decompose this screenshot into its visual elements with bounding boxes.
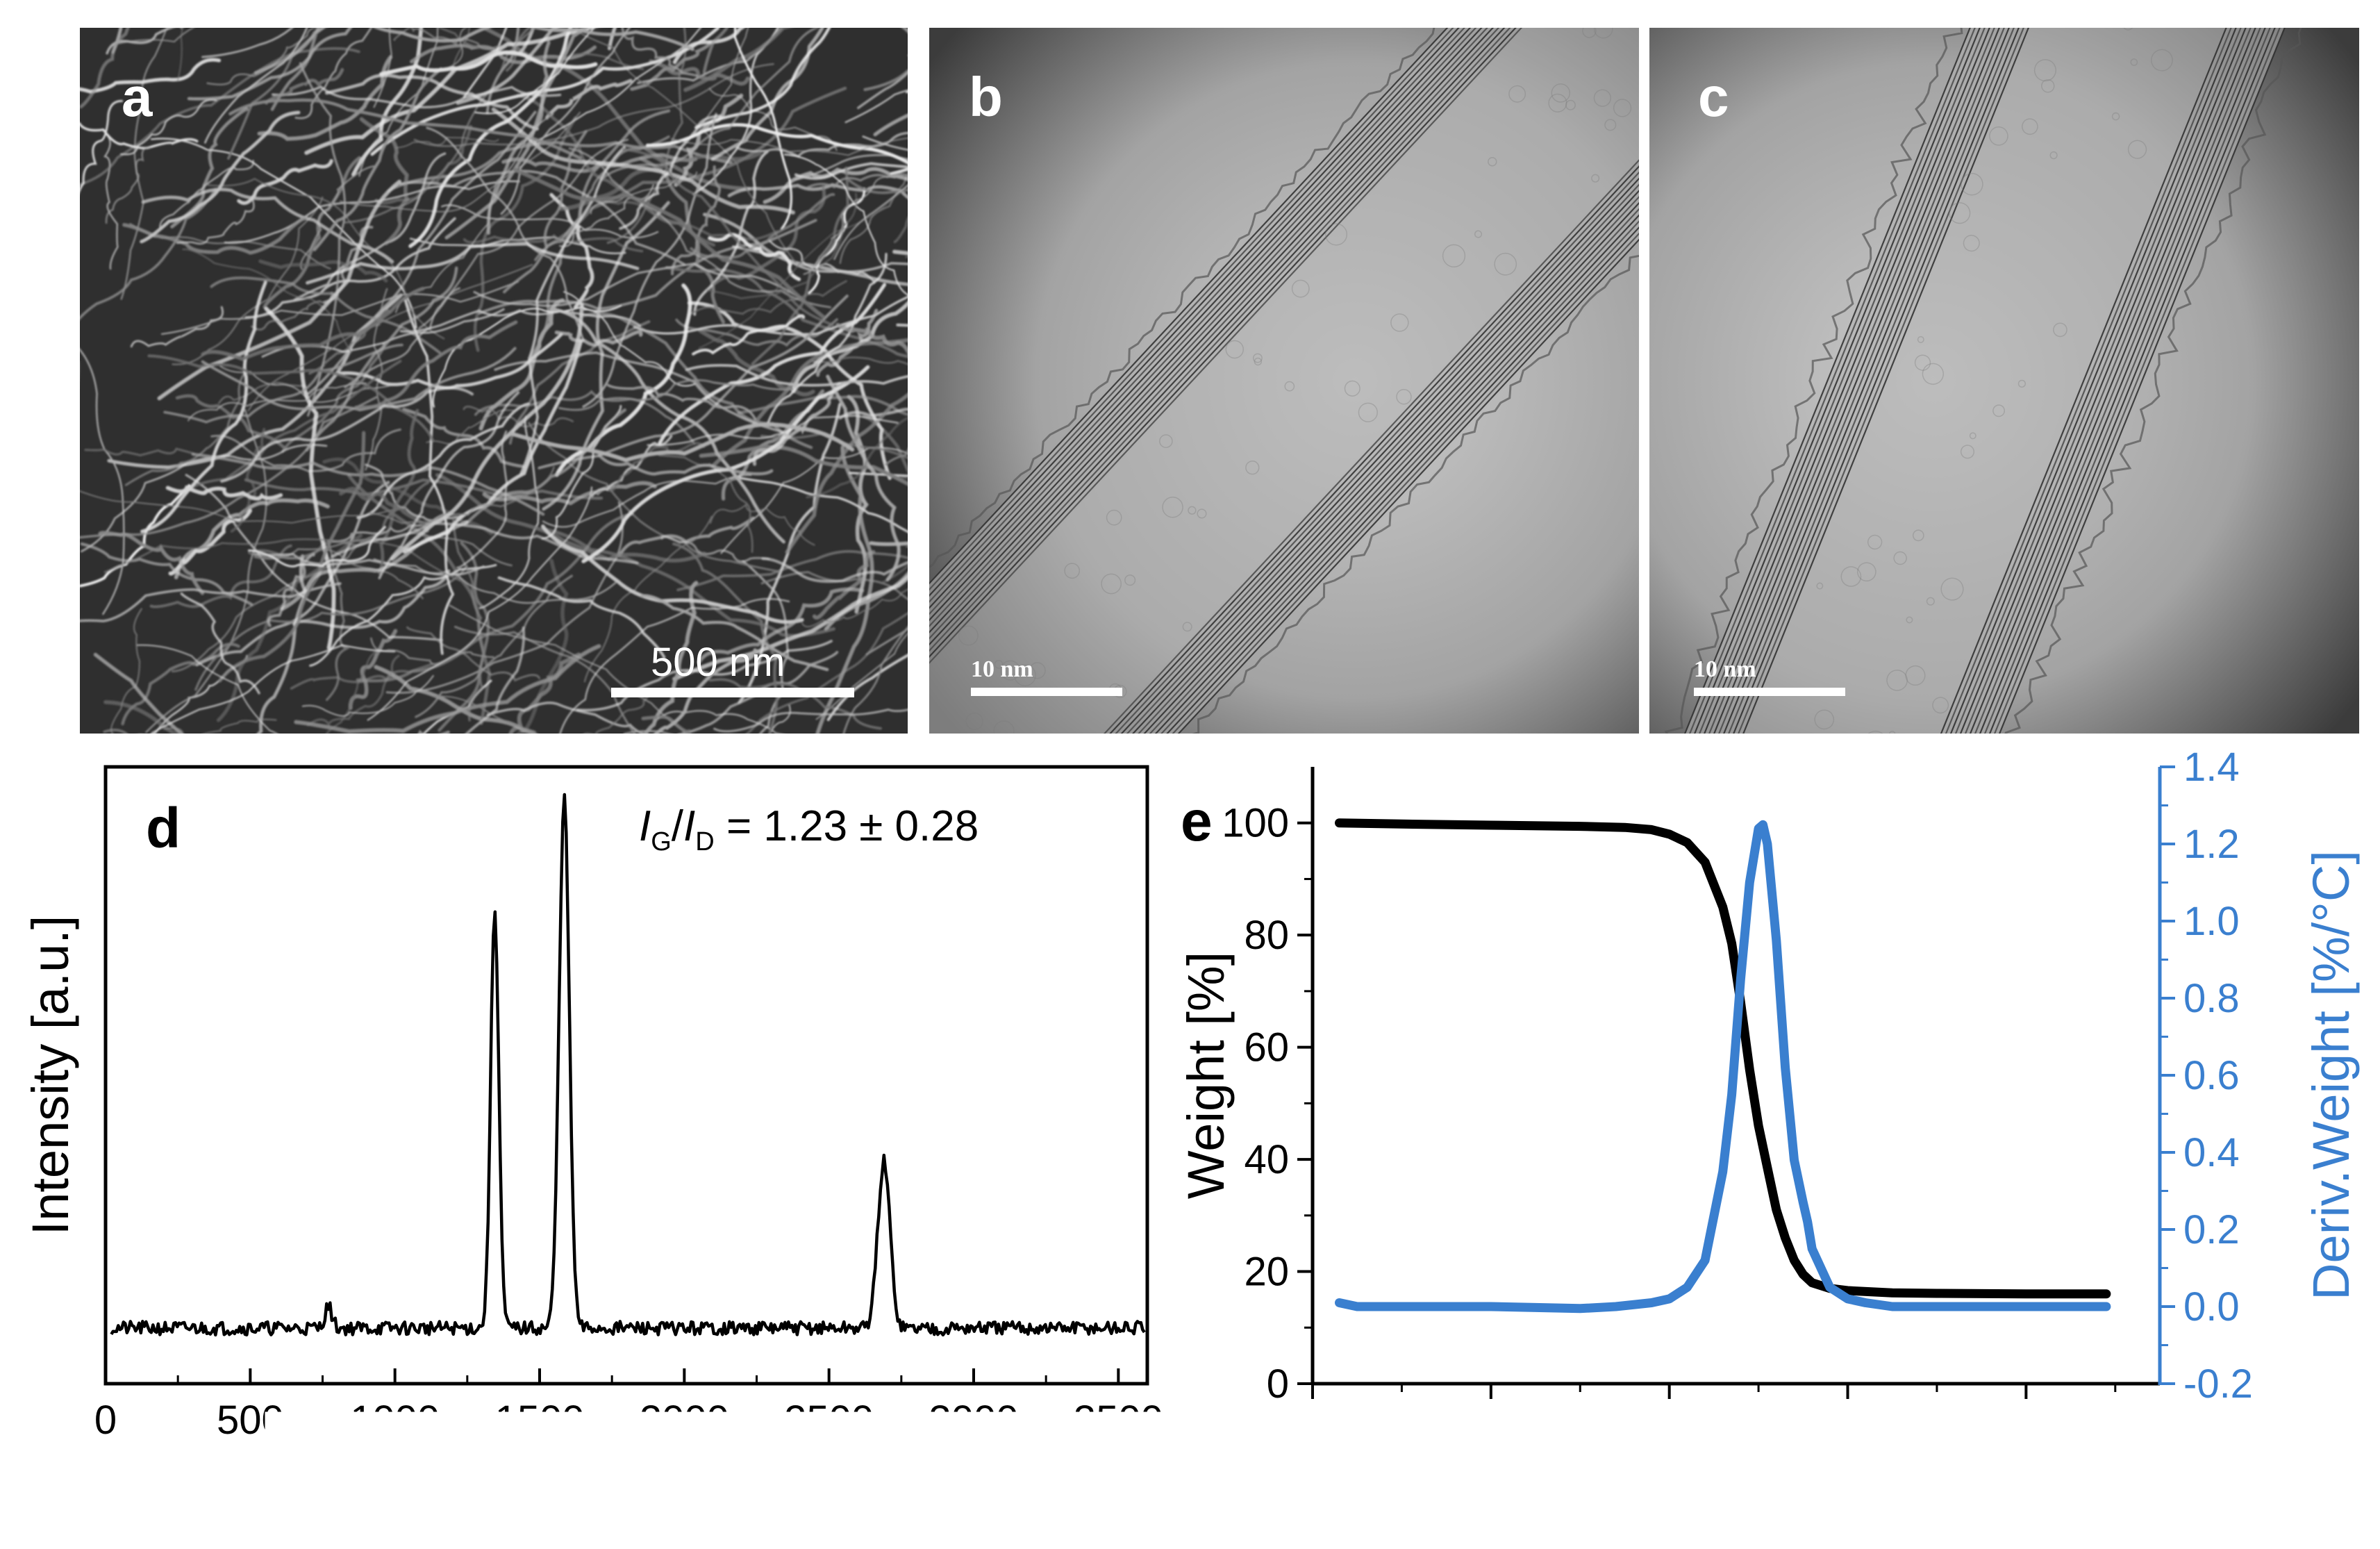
tga-x-tick-label: 400	[1636, 1405, 1703, 1450]
tga-left-axis-label: Weight [%]	[1177, 952, 1235, 1199]
raman-x-tick-label: 500	[217, 1398, 284, 1443]
tga-x-axis-label: Temperature [°C]	[1542, 1468, 1931, 1525]
tga-right-tick-label: 0.0	[2183, 1284, 2240, 1330]
raman-x-tick-label: 2500	[784, 1398, 874, 1443]
tga-x-tick-label: 600	[1814, 1405, 1881, 1450]
tga-right-tick-label: 1.4	[2183, 745, 2240, 790]
raman-spectrum-line	[111, 795, 1145, 1335]
tga-x-tick-label: 0	[1301, 1405, 1324, 1450]
raman-plot-frame	[106, 767, 1147, 1384]
raman-ratio-annotation: IG/ID = 1.23 ± 0.28	[639, 802, 979, 856]
raman-x-tick-label: 3500	[1074, 1398, 1163, 1443]
tga-chart: 0 200 400 600 800 0 20 40 60 80 100 -0.2 0.0 0.2 0.4 0.…	[1177, 745, 2360, 1525]
tga-left-tick-label: 20	[1244, 1250, 1289, 1295]
tga-right-tick-label: -0.2	[2183, 1361, 2253, 1407]
tga-weight-curve	[1340, 823, 2106, 1294]
raman-y-axis-label: Intensity [a.u.]	[22, 916, 79, 1236]
tga-left-tick-label: 40	[1244, 1137, 1289, 1182]
raman-x-tick-label: 3000	[929, 1398, 1018, 1443]
tga-x-tick-label: 800	[1992, 1405, 2060, 1450]
raman-x-tick-label: 2000	[640, 1398, 729, 1443]
tga-right-tick-label: 0.2	[2183, 1207, 2240, 1252]
raman-x-tick-label: 1000	[350, 1398, 440, 1443]
tga-right-axis-label: Deriv.Weight [%/°C]	[2302, 850, 2360, 1300]
raman-x-tick-label: 1500	[494, 1398, 584, 1443]
tga-left-tick-label: 100	[1222, 801, 1289, 846]
tga-left-tick-label: 60	[1244, 1025, 1289, 1070]
tga-left-tick-label: 0	[1267, 1361, 1289, 1407]
panel-letter-d: d	[146, 797, 181, 860]
tga-right-tick-label: 0.4	[2183, 1130, 2240, 1175]
tga-right-tick-label: 0.6	[2183, 1053, 2240, 1098]
tga-right-tick-label: 1.0	[2183, 899, 2240, 944]
tga-right-tick-label: 0.8	[2183, 976, 2240, 1021]
tga-left-tick-label: 80	[1244, 913, 1289, 958]
tga-x-tick-label: 200	[1457, 1405, 1524, 1450]
panel-letter-e: e	[1181, 790, 1213, 853]
raman-x-tick-label: 0	[94, 1398, 117, 1443]
raman-chart: 0 500 1000 1500 2000 2500 3000 3500 d IG/ID = 1.2…	[22, 767, 1163, 1525]
tga-right-tick-label: 1.2	[2183, 822, 2240, 867]
raman-x-axis-label: Raman shift [cm-1]	[419, 1464, 833, 1525]
